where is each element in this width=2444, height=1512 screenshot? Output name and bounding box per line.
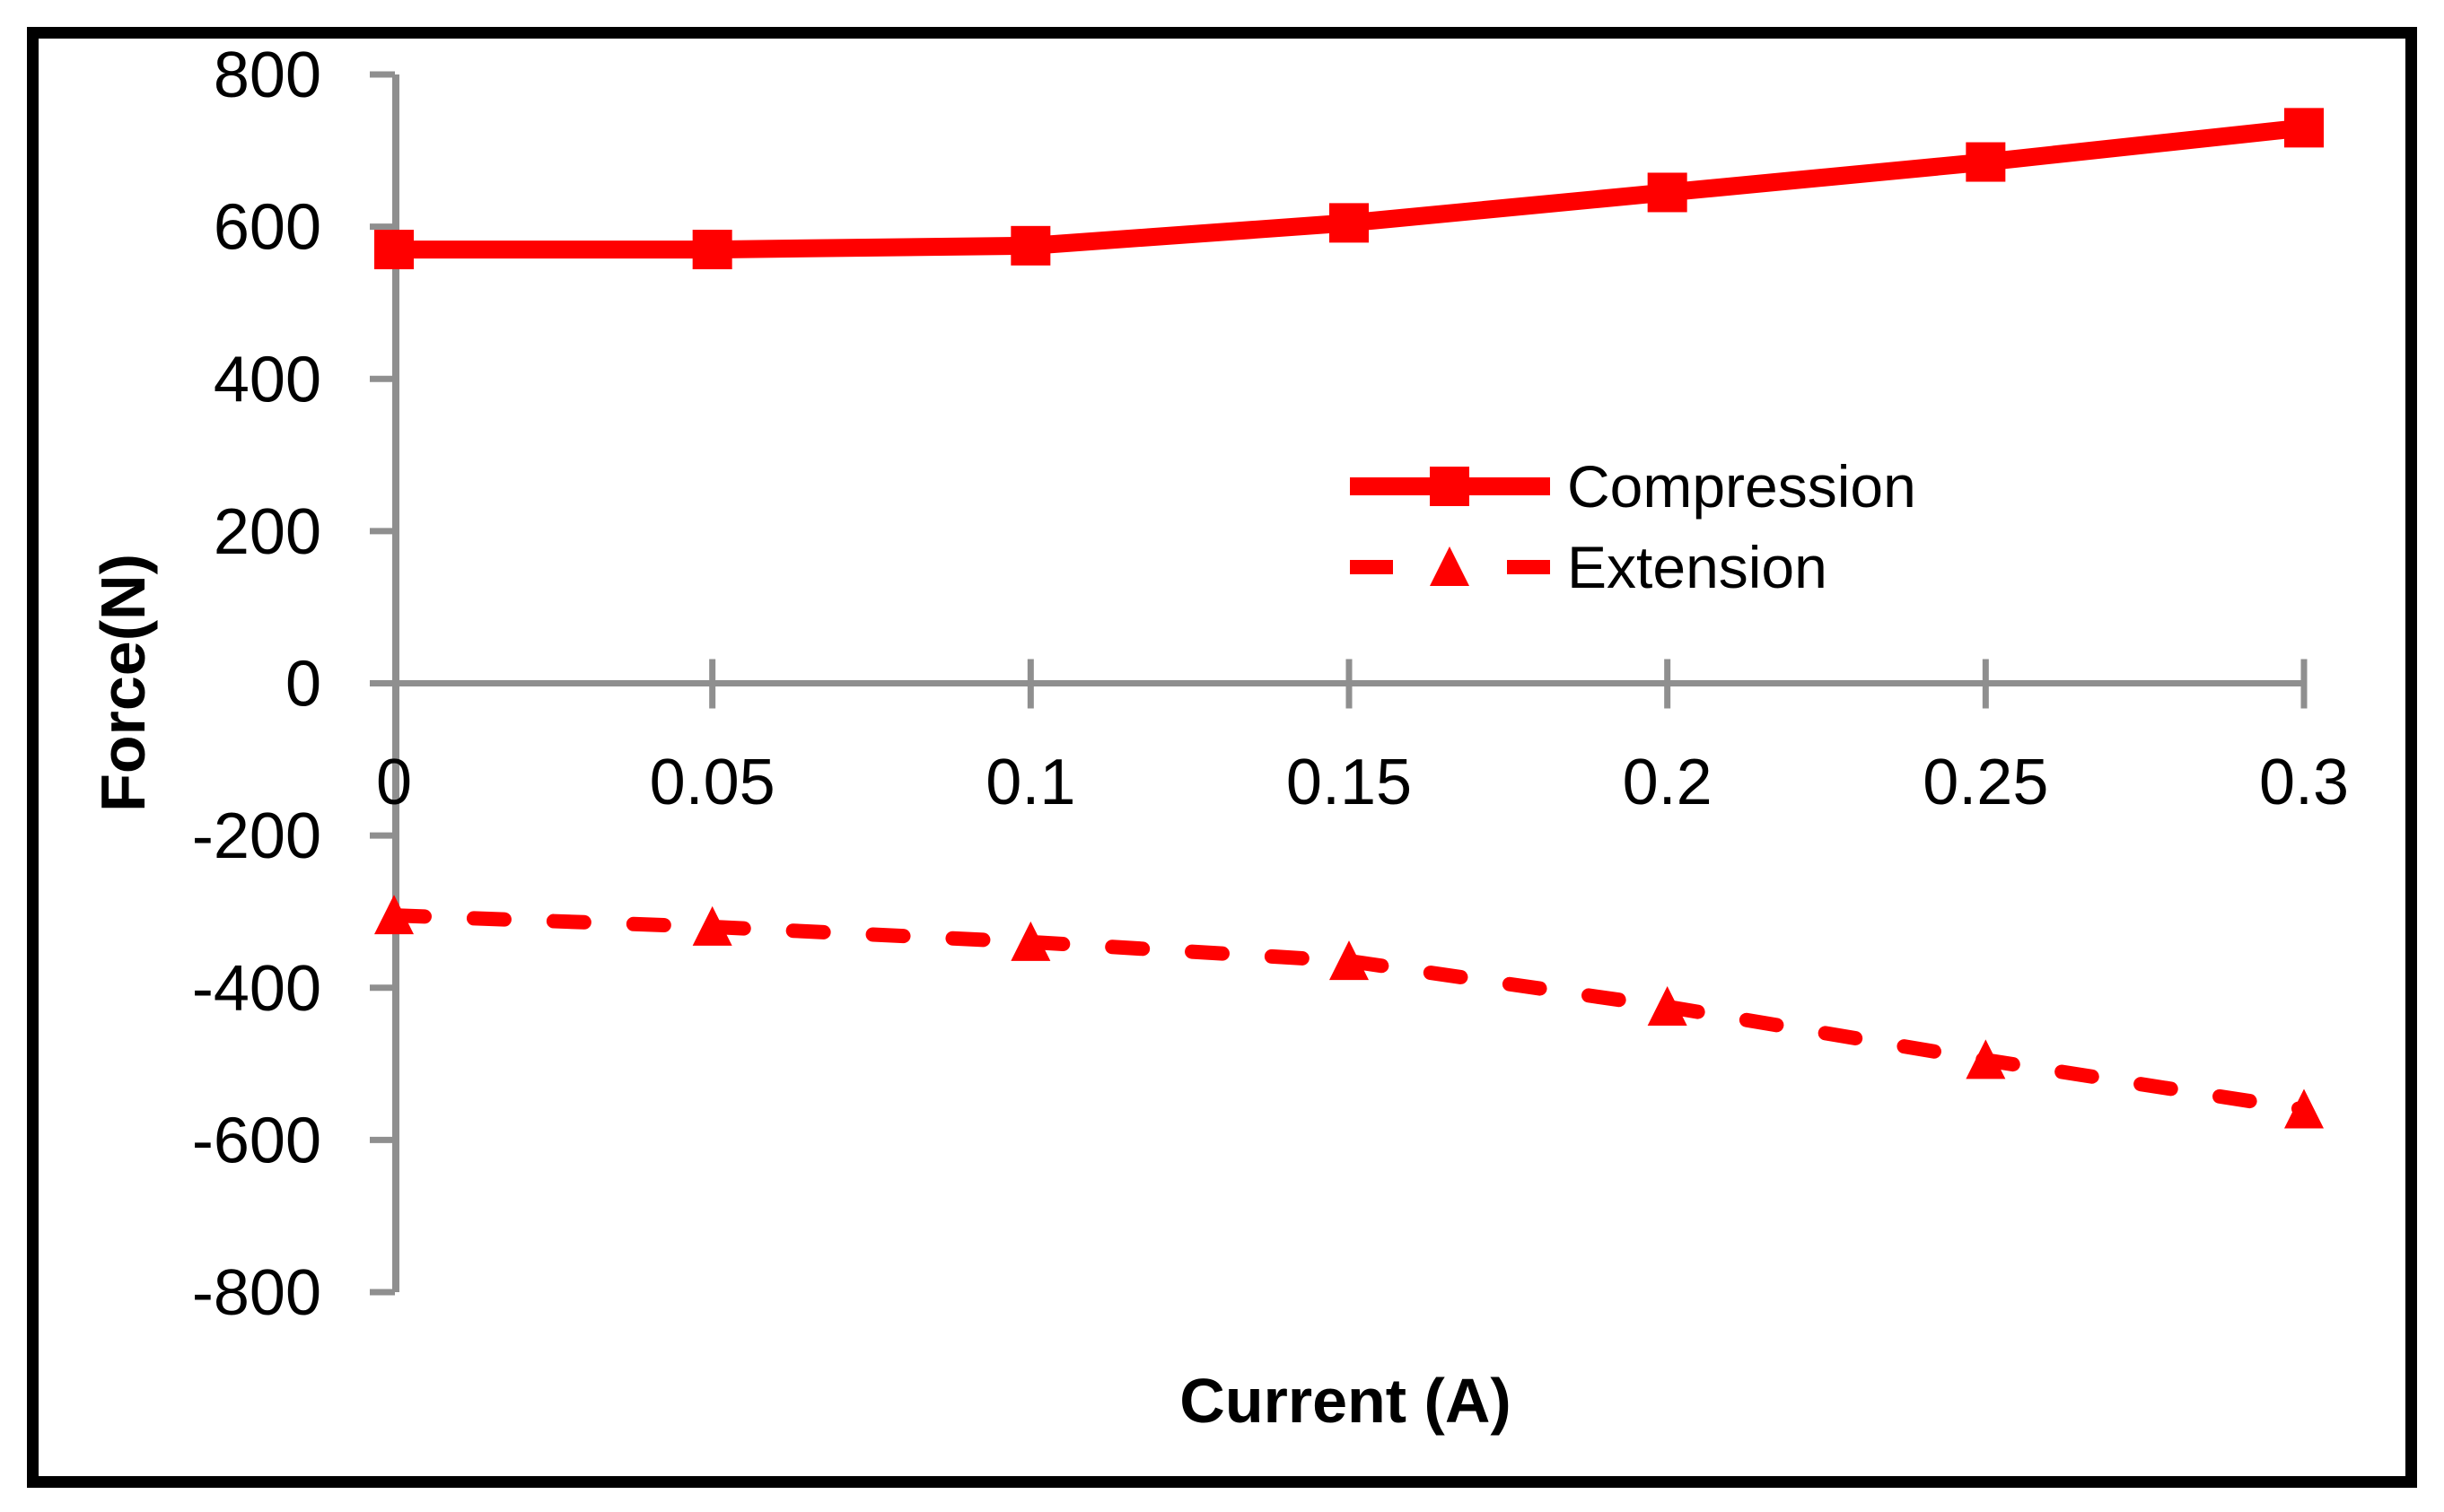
x-tick-label: 0.3 — [2259, 747, 2349, 818]
extension-marker — [1647, 985, 1687, 1026]
x-tick-label: 0.05 — [650, 747, 775, 818]
y-tick-label: 800 — [214, 39, 321, 111]
compression-marker — [1329, 203, 1369, 243]
y-tick-label: -400 — [192, 953, 321, 1025]
legend-extension-marker — [1430, 546, 1469, 586]
compression-marker — [2284, 108, 2324, 148]
y-tick-label: -600 — [192, 1105, 321, 1176]
extension-marker — [1329, 940, 1369, 981]
compression-marker — [1011, 225, 1051, 266]
y-tick-label: 0 — [285, 649, 321, 721]
y-tick-label: 600 — [214, 192, 321, 264]
extension-marker — [692, 905, 732, 946]
compression-marker — [1966, 142, 2006, 182]
x-tick-label: 0.2 — [1623, 747, 1713, 818]
compression-marker — [1647, 172, 1687, 213]
x-tick-label: 0 — [376, 747, 412, 818]
y-tick-label: 200 — [214, 496, 321, 568]
legend-label-compression: Compression — [1567, 453, 1916, 520]
legend-label-extension: Extension — [1567, 534, 1827, 600]
compression-marker — [374, 230, 414, 270]
legend-compression-marker — [1430, 467, 1469, 506]
x-tick-label: 0.15 — [1286, 747, 1412, 818]
x-tick-label: 0.25 — [1923, 747, 2048, 818]
figure-border — [27, 27, 2417, 1488]
x-tick-label: 0.1 — [985, 747, 1075, 818]
y-tick-label: -200 — [192, 800, 321, 872]
extension-marker — [374, 895, 414, 935]
extension-marker — [1966, 1039, 2006, 1079]
compression-marker — [692, 230, 732, 270]
y-tick-label: 400 — [214, 344, 321, 415]
y-axis-title: Force(N) — [88, 554, 158, 812]
y-tick-label: -800 — [192, 1257, 321, 1329]
extension-marker — [1011, 921, 1051, 961]
x-axis-title: Current (A) — [1179, 1366, 1511, 1436]
extension-marker — [2284, 1088, 2324, 1129]
